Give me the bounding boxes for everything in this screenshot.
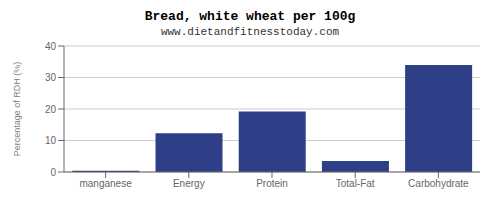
svg-text:Protein: Protein bbox=[256, 178, 288, 189]
svg-text:manganese: manganese bbox=[79, 178, 132, 189]
html-text:www.dietandfitnesstoday.com: www.dietandfitnesstoday.com bbox=[160, 26, 340, 38]
svg-text:0: 0 bbox=[50, 167, 56, 178]
svg-text:20: 20 bbox=[45, 104, 57, 115]
svg-text:30: 30 bbox=[45, 72, 57, 83]
svg-text:Percentage of RDH (%): Percentage of RDH (%) bbox=[12, 62, 22, 157]
svg-text:Carbohydrate: Carbohydrate bbox=[408, 178, 469, 189]
svg-text:10: 10 bbox=[45, 135, 57, 146]
svg-text:Total-Fat: Total-Fat bbox=[336, 178, 375, 189]
svg-text:40: 40 bbox=[45, 41, 57, 52]
html-text:Bread, white wheat per 100g: Bread, white wheat per 100g bbox=[144, 9, 356, 24]
svg-text:Energy: Energy bbox=[173, 178, 205, 189]
